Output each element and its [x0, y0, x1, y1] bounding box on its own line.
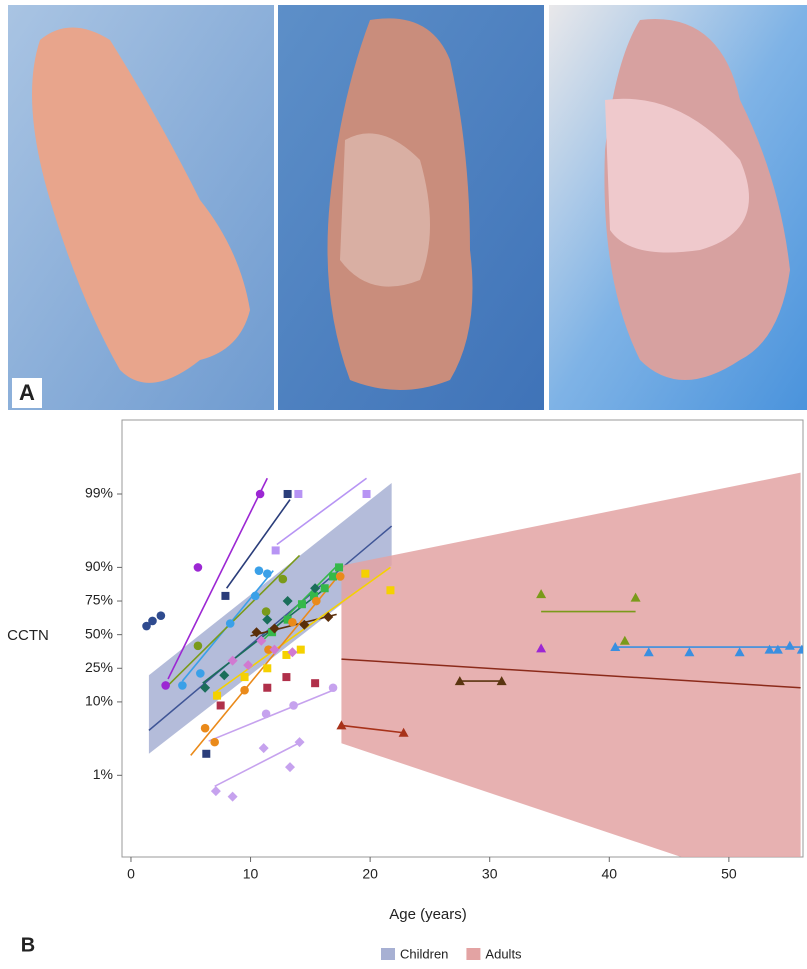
point: [202, 750, 210, 758]
legend-label: Children: [400, 946, 448, 961]
point: [148, 617, 157, 626]
legend-swatch: [466, 948, 480, 960]
point: [161, 681, 170, 690]
point: [262, 710, 271, 719]
x-axis-label: Age (years): [389, 906, 467, 923]
point: [262, 607, 271, 616]
panel-label: A: [19, 380, 35, 405]
y-tick-label: 1%: [93, 766, 113, 782]
point: [297, 646, 305, 654]
confidence-band: [341, 473, 800, 897]
point: [221, 592, 229, 600]
x-tick-label: 50: [721, 866, 737, 882]
y-tick-label: 99%: [85, 485, 113, 501]
point: [196, 669, 205, 678]
point: [329, 572, 337, 580]
point: [285, 762, 295, 772]
point: [201, 724, 210, 733]
x-tick-label: 0: [127, 866, 135, 882]
point: [284, 490, 292, 498]
point: [240, 686, 249, 695]
point: [263, 664, 271, 672]
x-tick-label: 40: [601, 866, 617, 882]
point: [386, 586, 394, 594]
point: [217, 701, 225, 709]
point: [210, 738, 219, 747]
point: [294, 490, 302, 498]
y-axis-label: CCTN: [7, 627, 49, 644]
point: [336, 572, 345, 581]
point: [272, 546, 280, 554]
y-tick-label: 50%: [85, 625, 113, 641]
y-tick-label: 90%: [85, 558, 113, 574]
point: [226, 619, 235, 628]
panel-label: B: [21, 934, 35, 956]
x-tick-label: 10: [243, 866, 259, 882]
point: [363, 490, 371, 498]
x-tick-label: 30: [482, 866, 498, 882]
point: [194, 641, 203, 650]
point: [255, 566, 264, 575]
legend-label: Adults: [485, 946, 522, 961]
plot-area: [142, 473, 807, 897]
fit-line: [209, 690, 333, 741]
y-tick-label: 10%: [85, 693, 113, 709]
point: [194, 563, 203, 572]
point: [256, 490, 265, 499]
point: [178, 681, 187, 690]
point: [263, 684, 271, 692]
point: [289, 701, 298, 710]
y-tick-label: 75%: [85, 592, 113, 608]
point: [288, 618, 297, 627]
point: [335, 563, 343, 571]
point: [263, 569, 272, 578]
point: [295, 737, 305, 747]
y-tick-label: 25%: [85, 659, 113, 675]
point: [311, 679, 319, 687]
point: [213, 692, 221, 700]
point: [259, 743, 269, 753]
x-tick-label: 20: [362, 866, 378, 882]
legend-swatch: [381, 948, 395, 960]
point: [329, 683, 338, 692]
point: [298, 600, 306, 608]
point: [211, 786, 221, 796]
point: [251, 592, 260, 601]
point: [321, 584, 329, 592]
point: [282, 673, 290, 681]
point: [157, 611, 166, 620]
point: [228, 792, 238, 802]
point: [312, 597, 321, 606]
figure: A CCTN Age (years) B 1% 10% 25% 50% 75% 90% 99…: [0, 0, 807, 969]
panel-a-photos: A: [8, 5, 807, 410]
point: [361, 570, 369, 578]
fit-line: [215, 742, 301, 786]
point: [279, 575, 288, 584]
point: [241, 673, 249, 681]
